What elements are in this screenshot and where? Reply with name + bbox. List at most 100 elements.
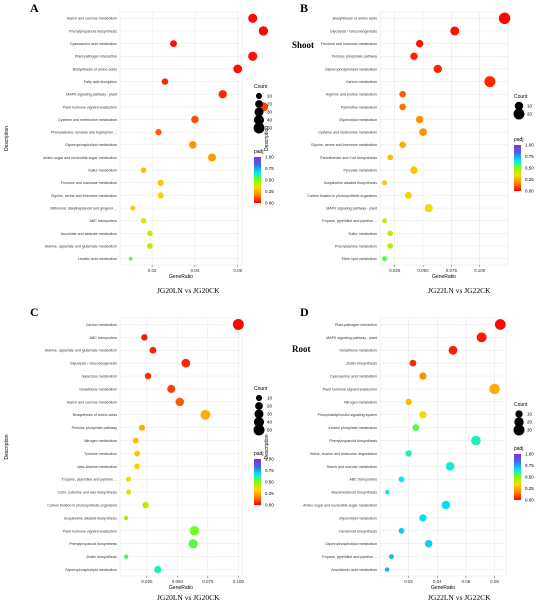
y-axis-label: Description (4, 126, 10, 151)
data-point (412, 424, 420, 432)
y-tick-label: Fructose and mannose metabolism (321, 42, 377, 46)
y-tick-label: beta-Alanine metabolism (77, 465, 117, 469)
tissue-label: Shoot (292, 40, 314, 50)
data-point (189, 141, 197, 149)
count-legend: Count 10 20 30 (513, 402, 533, 436)
tissue-label: Root (292, 344, 311, 354)
data-point (134, 463, 140, 470)
padj-legend-title: padj (254, 149, 263, 155)
y-tick-label: Plant hormone signal transduction (63, 105, 117, 109)
y-tick-label: Sulfur metabolism (348, 232, 377, 236)
data-point (384, 489, 390, 495)
x-axis-label: GeneRatio (431, 585, 455, 591)
y-tick-label: Zeatin biosynthesis (346, 362, 377, 366)
y-tick-label: Glycolysis / Gluconeogenesis (330, 29, 377, 33)
y-tick-label: Cyanoamino acid metabolism (70, 42, 117, 46)
padj-tick-label: 0.75 (265, 468, 274, 473)
y-tick-label: Nitrogen metabolism (84, 439, 117, 443)
count-legend-title: Count (514, 94, 528, 100)
y-tick-label: Isoquinoline alkaloid biosynthesis (324, 181, 377, 185)
y-tick-label: Pentose phosphate pathway (332, 55, 378, 59)
y-tick-label: Biosynthesis of amino acids (333, 17, 378, 21)
plot-area (119, 317, 243, 577)
y-tick-label: Glycerolipid metabolism (339, 516, 377, 520)
plot-area (379, 317, 507, 577)
y-tick-label: Phenylpropanoid biosynthesis (69, 542, 117, 546)
y-tick-label: Nitrogen metabolism (344, 400, 377, 404)
count-legend-label: 40 (267, 420, 273, 425)
data-point (382, 180, 388, 186)
data-point (387, 154, 393, 161)
x-tick-label: 0.075 (446, 268, 458, 273)
data-point (476, 332, 487, 343)
count-legend: Count 10 20 (513, 94, 533, 120)
y-tick-label: Biosynthesis of amino acids (73, 413, 118, 417)
y-tick-label: Glutathione metabolism (339, 349, 377, 353)
data-point (405, 398, 412, 406)
y-tick-label: Carotenoid biosynthesis (339, 529, 378, 533)
count-legend-dot (513, 424, 525, 436)
data-point (387, 243, 393, 249)
x-axis-label: GeneRatio (169, 274, 193, 280)
y-tick-label: Pentose phosphate pathway (72, 426, 118, 430)
y-tick-label: Carbon fixation in photosynthetic organi… (47, 503, 117, 507)
y-tick-label: Tyrosine metabolism (84, 452, 117, 456)
data-point (424, 539, 433, 548)
x-tick-label: 0.06 (462, 579, 471, 584)
data-point (149, 346, 157, 354)
data-point (191, 115, 199, 124)
y-tick-label: Zeatin biosynthesis (86, 555, 117, 559)
y-tick-label: Cyanoamino acid metabolism (330, 374, 377, 378)
x-tick-label: 0.02 (404, 579, 413, 584)
data-point (167, 384, 176, 393)
y-tick-label: MAPK signaling pathway - plant (66, 93, 117, 97)
count-legend-label: 10 (527, 412, 533, 417)
y-tick-label: Plant-pathogen interaction (75, 55, 117, 59)
data-point (140, 167, 147, 173)
data-point (140, 217, 147, 224)
plot-area (119, 11, 243, 266)
data-point (123, 515, 129, 521)
count-legend-dot (254, 409, 264, 419)
padj-tick-label: 0.50 (525, 475, 534, 480)
x-tick-label: 0.08 (490, 579, 499, 584)
y-tick-label: Phenylpropanoid biosynthesis (69, 29, 117, 33)
count-legend-dot (253, 424, 265, 436)
padj-tick-label: 0.75 (525, 154, 534, 159)
count-legend-label: 20 (267, 404, 273, 409)
comparison-caption: JG22LN vs JG22CK (428, 286, 491, 295)
x-tick-label: 0.04 (191, 268, 200, 273)
data-point (126, 489, 132, 495)
y-tick-label: MAPK signaling pathway - plant (326, 336, 377, 340)
data-point (208, 153, 217, 162)
data-point (424, 204, 433, 213)
count-legend-dot (255, 402, 263, 410)
x-tick-label: 0.04 (433, 579, 442, 584)
count-legend-label: 20 (527, 420, 533, 425)
count-legend-label: 20 (267, 102, 273, 107)
padj-tick-label: 0.25 (525, 486, 534, 491)
y-tick-label: Glycerophospholipid metabolism (65, 143, 117, 147)
data-point (415, 115, 424, 124)
y-tick-label: Glycerophospholipid metabolism (325, 542, 377, 546)
comparison-caption: JG22LN vs JG22CK (428, 593, 491, 602)
data-point (218, 90, 227, 99)
y-tick-label: Glutathione metabolism (79, 387, 117, 391)
x-axis-label: GeneRatio (169, 585, 193, 591)
y-axis-label: Description (264, 126, 270, 151)
y-tick-label: Sulfur metabolism (88, 169, 117, 173)
y-tick-label: Plant hormone signal transduction (323, 387, 377, 391)
data-point (382, 218, 388, 224)
y-tick-label: Glycine, serine and threonine metabolism (311, 143, 377, 147)
x-tick-label: 0.075 (202, 579, 214, 584)
data-point (448, 345, 458, 355)
data-point (134, 450, 140, 457)
y-tick-label: Pantothenate and CoA biosynthesis (320, 156, 377, 160)
plot-area (379, 11, 509, 266)
y-tick-label: ABC transporters (89, 336, 117, 340)
x-tick-label: 0.050 (172, 579, 184, 584)
padj-colorbar (254, 157, 261, 203)
